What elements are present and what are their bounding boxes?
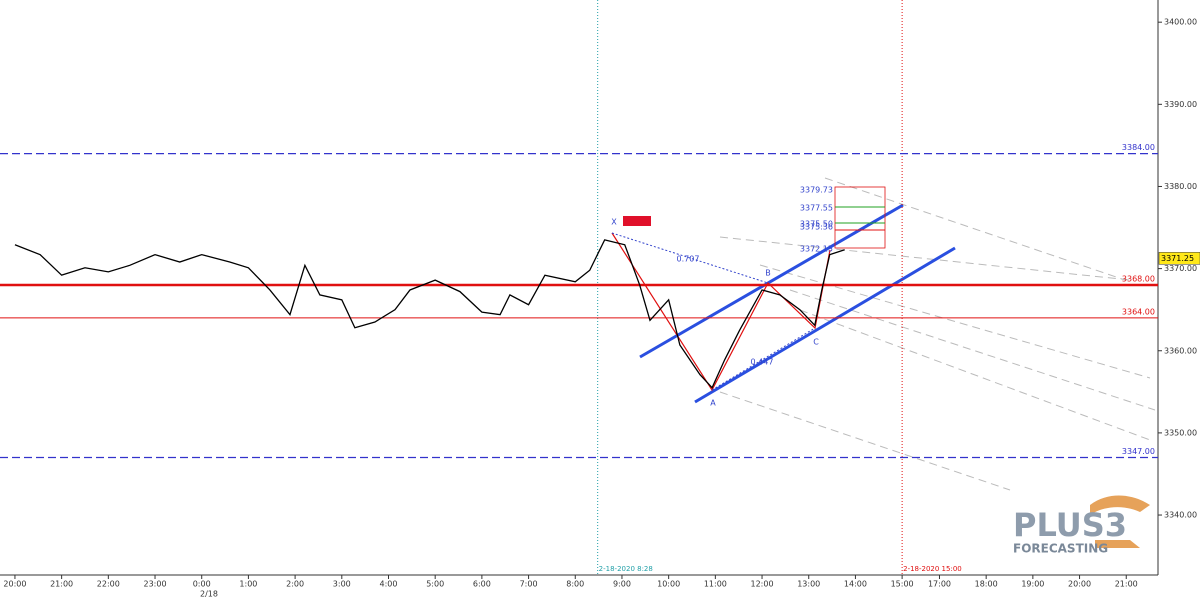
fib-label: 3377.55 <box>800 204 833 213</box>
x-tick-label: 5:00 <box>426 580 444 589</box>
y-tick-label: 3360.00 <box>1164 346 1197 355</box>
x-tick-label: 14:00 <box>844 580 867 589</box>
time-marker-label: 2-18-2020 15:00 <box>903 565 962 573</box>
level-label: 3364.00 <box>1122 307 1155 316</box>
x-tick-label: 10:00 <box>657 580 680 589</box>
logo-mark <box>1090 495 1150 548</box>
x-tick-label: 13:00 <box>797 580 820 589</box>
level-label: 3347.00 <box>1122 447 1155 456</box>
point-label: X <box>611 218 617 227</box>
x-tick-label: 12:00 <box>751 580 774 589</box>
fib-label: 3375.50 <box>800 220 833 229</box>
level-label: 3368.00 <box>1122 275 1155 284</box>
x-tick-label: 4:00 <box>380 580 398 589</box>
x-tick-label: 20:00 <box>1068 580 1091 589</box>
x-tick-label: 7:00 <box>520 580 538 589</box>
x-tick-label: 1:00 <box>239 580 257 589</box>
x-tick-label: 15:00 <box>891 580 914 589</box>
fib-label: 3379.73 <box>800 186 833 195</box>
fib-label: 3375.36 <box>800 223 833 232</box>
x-tick-label: 18:00 <box>975 580 998 589</box>
y-tick-label: 3340.00 <box>1164 511 1197 520</box>
last-price-label: 3371.25 <box>1161 254 1194 263</box>
x-tick-label: 22:00 <box>97 580 120 589</box>
x-tick-label: 6:00 <box>473 580 491 589</box>
x-tick-label: 21:00 <box>50 580 73 589</box>
x-tick-label: 3:00 <box>333 580 351 589</box>
ratio-label: 0.447 <box>751 358 774 367</box>
y-tick-label: 3400.00 <box>1164 18 1197 27</box>
fib-label: 3372.15 <box>800 245 833 254</box>
x-tick-label: 23:00 <box>143 580 166 589</box>
ratio-line <box>611 232 769 284</box>
y-tick-label: 3390.00 <box>1164 100 1197 109</box>
point-label: B <box>765 269 771 278</box>
y-tick-label: 3370.00 <box>1164 264 1197 273</box>
ratio-line <box>711 327 816 391</box>
point-label: C <box>813 338 819 347</box>
ratio-label: 0.707 <box>677 255 700 264</box>
date-label: 2/18 <box>200 590 218 599</box>
x-tick-label: 17:00 <box>928 580 951 589</box>
point-label: A <box>710 399 716 408</box>
x-tick-label: 19:00 <box>1021 580 1044 589</box>
y-tick-label: 3380.00 <box>1164 182 1197 191</box>
x-tick-label: 20:00 <box>3 580 26 589</box>
last-price-box <box>1158 252 1200 265</box>
level-label: 3384.00 <box>1122 143 1155 152</box>
price-line <box>14 239 845 389</box>
x-tick-label: 2:00 <box>286 580 304 589</box>
price-tag <box>623 216 651 226</box>
channel-lower <box>694 246 956 404</box>
time-marker-label: 2-18-2020 8:28 <box>599 565 653 573</box>
logo-tagline: FORECASTING <box>1013 542 1108 556</box>
fib-box <box>834 186 886 249</box>
x-tick-label: 9:00 <box>613 580 631 589</box>
y-tick-label: 3350.00 <box>1164 428 1197 437</box>
x-tick-label: 0:00 <box>193 580 211 589</box>
x-tick-label: 11:00 <box>704 580 727 589</box>
x-tick-label: 8:00 <box>566 580 584 589</box>
logo-name: PLUS3 <box>1013 506 1127 544</box>
x-tick-label: 21:00 <box>1115 580 1138 589</box>
